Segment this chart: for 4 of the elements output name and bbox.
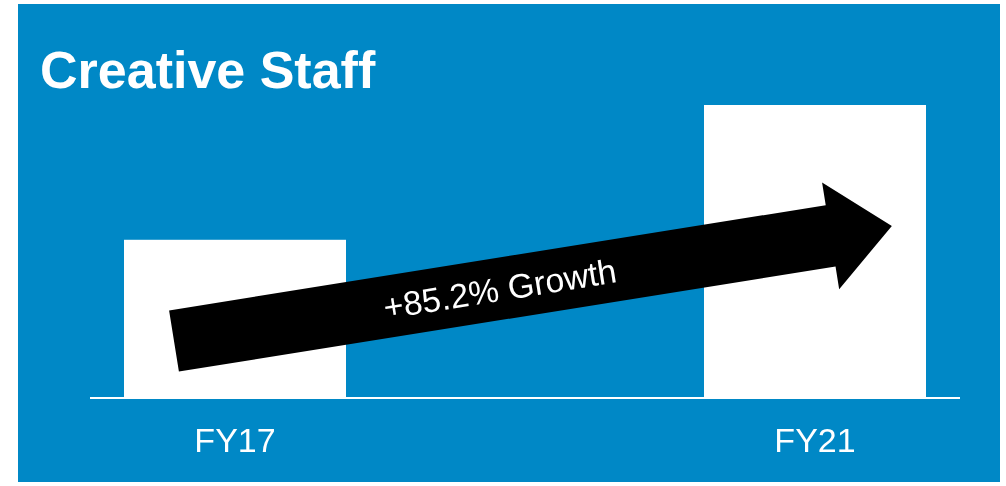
x-tick-label: FY17: [194, 421, 276, 459]
x-tick-label: FY21: [774, 421, 856, 459]
annotation: +85.2% Growth: [380, 251, 620, 327]
chart-title: Creative Staff: [40, 41, 376, 99]
